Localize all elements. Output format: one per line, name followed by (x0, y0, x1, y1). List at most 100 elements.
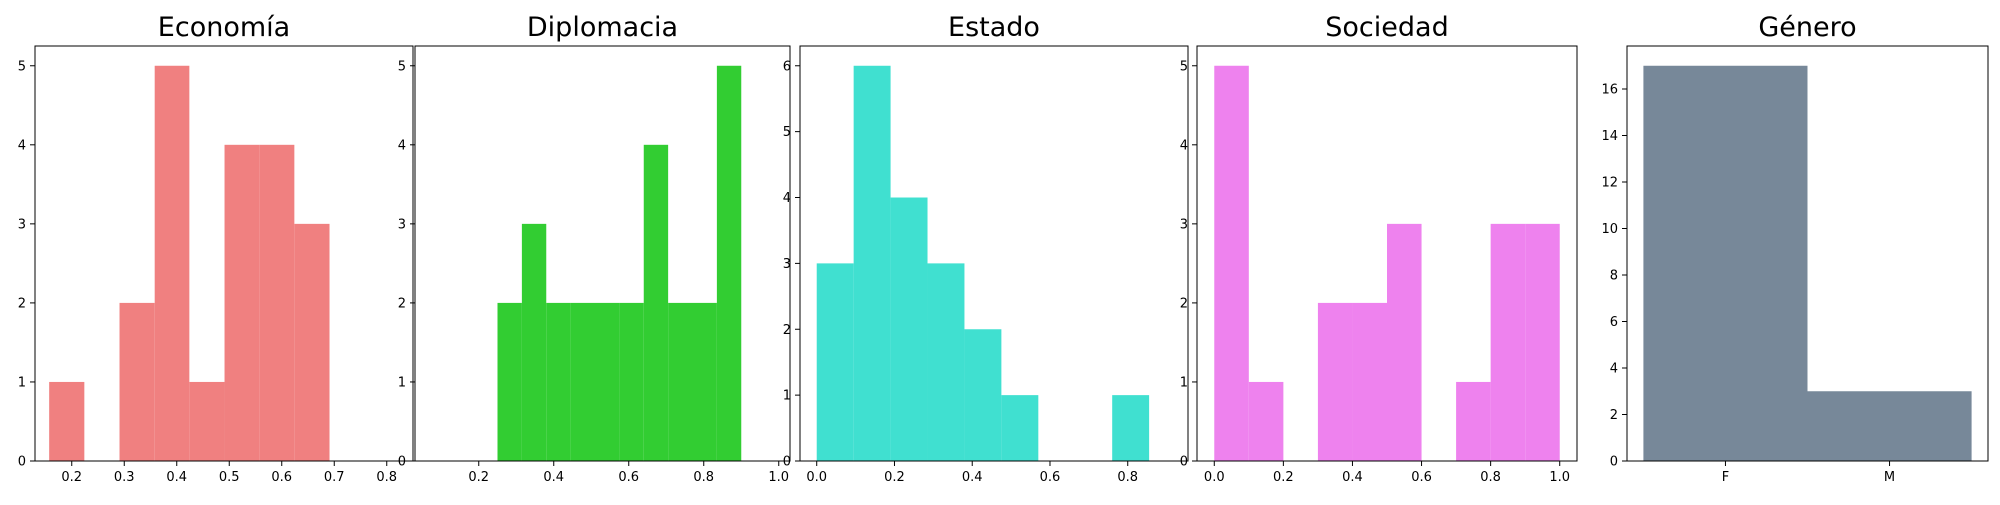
histogram-bar-1-4 (595, 302, 620, 461)
chart-panel-4: F M 0 2 4 6 8 10 12 14 16 Género (1601, 12, 1989, 485)
histogram-bar-0-0 (49, 381, 85, 461)
x-tick-label: 1.0 (1549, 470, 1570, 485)
y-tick-label: 5 (18, 59, 26, 74)
histogram-bar-2-8 (1112, 395, 1150, 461)
histogram-bar-0-4 (189, 381, 225, 461)
chart-panel-3: 0.0 0.2 0.4 0.6 0.8 1.0 0 1 2 3 4 5 Sociedad (1180, 12, 1578, 485)
x-tick-label: 0.8 (693, 470, 714, 485)
histogram-bar-3-0 (1214, 65, 1249, 461)
y-tick-label: 6 (783, 59, 791, 74)
y-tick-label: 0 (1610, 455, 1618, 470)
y-tick-label: 2 (1610, 408, 1618, 423)
y-tick-label: 4 (1610, 362, 1618, 377)
y-tick-label: 10 (1601, 222, 1618, 237)
y-tick-label: 1 (18, 375, 26, 390)
histogram-bar-3-4 (1352, 302, 1387, 461)
x-tick-label: 0.8 (376, 470, 397, 485)
histogram-bar-1-5 (619, 302, 644, 461)
y-tick-label: 2 (398, 296, 406, 311)
histogram-bar-3-8 (1490, 223, 1526, 461)
y-tick-label: 0 (398, 455, 406, 470)
histogram-bar-2-3 (927, 263, 965, 461)
y-tick-label: 8 (1610, 269, 1618, 284)
x-tick-label: 0.3 (114, 470, 135, 485)
y-tick-label: 4 (18, 138, 26, 153)
y-tick-label: 5 (398, 59, 406, 74)
chart-title: Estado (948, 12, 1040, 43)
x-tick-label: 0.6 (618, 470, 639, 485)
x-tick-label: 0.6 (1411, 470, 1432, 485)
histogram-bar-2-4 (964, 329, 1002, 461)
histogram-bar-3-5 (1387, 223, 1422, 461)
y-tick-label: 4 (783, 191, 791, 206)
y-tick-label: 2 (18, 296, 26, 311)
y-tick-label: 5 (1180, 59, 1188, 74)
histogram-bar-4-1 (1807, 391, 1972, 461)
x-tick-label: 0.0 (1204, 470, 1225, 485)
chart-title: Sociedad (1325, 12, 1448, 43)
y-tick-label: 16 (1601, 83, 1618, 98)
x-tick-label: 0.4 (543, 470, 564, 485)
histogram-bar-1-8 (692, 302, 717, 461)
histogram-bar-1-0 (497, 302, 522, 461)
x-tick-label: 0.0 (806, 470, 827, 485)
x-tick-label: 0.8 (1117, 470, 1138, 485)
y-tick-label: 1 (398, 375, 406, 390)
histogram-bar-2-5 (1001, 395, 1039, 461)
y-tick-label: 0 (18, 455, 26, 470)
histogram-bar-1-9 (716, 65, 742, 461)
x-tick-label: 0.2 (61, 470, 82, 485)
y-tick-label: 2 (783, 323, 791, 338)
y-tick-label: 3 (1180, 217, 1188, 232)
x-tick-label: 0.7 (324, 470, 345, 485)
x-tick-label: 0.8 (1480, 470, 1501, 485)
histogram-bar-2-1 (853, 65, 891, 461)
axes-frame (1196, 45, 1578, 462)
y-tick-label: 2 (1180, 296, 1188, 311)
chart-panel-2: 0.0 0.2 0.4 0.6 0.8 0 1 2 3 4 5 6 Estado (783, 12, 1189, 485)
x-tick-label: F (1722, 470, 1729, 485)
y-tick-label: 3 (398, 217, 406, 232)
histogram-bar-1-7 (668, 302, 693, 461)
x-tick-label: 0.4 (962, 470, 983, 485)
histogram-bar-0-2 (119, 302, 155, 461)
x-tick-label: 0.5 (219, 470, 240, 485)
chart-title: Género (1758, 12, 1856, 43)
x-tick-label: M (1884, 470, 1895, 485)
y-tick-label: 3 (783, 257, 791, 272)
y-tick-label: 14 (1601, 129, 1618, 144)
x-tick-label: 0.4 (166, 470, 187, 485)
y-tick-label: 0 (783, 455, 791, 470)
y-tick-label: 1 (783, 389, 791, 404)
y-tick-label: 6 (1610, 315, 1618, 330)
axes-frame (799, 45, 1189, 462)
histogram-bar-0-3 (154, 65, 190, 461)
axes-frame (34, 45, 414, 462)
y-tick-label: 4 (1180, 138, 1188, 153)
y-tick-label: 3 (18, 217, 26, 232)
histogram-bar-3-3 (1317, 302, 1353, 461)
histogram-bar-1-6 (643, 144, 669, 461)
y-tick-label: 12 (1601, 176, 1618, 191)
y-tick-label: 1 (1180, 375, 1188, 390)
histogram-bar-2-2 (890, 197, 928, 461)
histogram-bar-1-1 (521, 223, 547, 461)
histogram-bar-3-1 (1248, 381, 1284, 461)
y-tick-label: 0 (1180, 455, 1188, 470)
histogram-bar-1-2 (546, 302, 571, 461)
histogram-bar-1-3 (570, 302, 596, 461)
axes-frame (1626, 45, 1989, 462)
histogram-bar-3-9 (1525, 223, 1560, 461)
histogram-bar-4-0 (1643, 65, 1808, 461)
axes-frame (414, 45, 791, 462)
histogram-bar-3-7 (1456, 381, 1491, 461)
histogram-bar-0-5 (224, 144, 260, 461)
histogram-bar-0-6 (259, 144, 295, 461)
x-tick-label: 0.2 (468, 470, 489, 485)
x-tick-label: 0.6 (1040, 470, 1061, 485)
y-tick-label: 5 (783, 125, 791, 140)
